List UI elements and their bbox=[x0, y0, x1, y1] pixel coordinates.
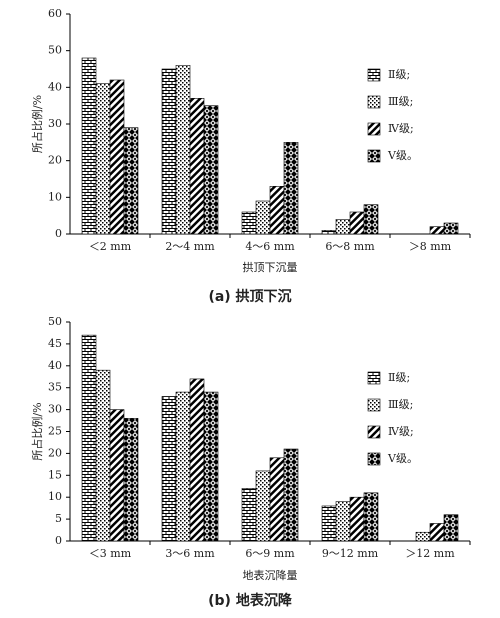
legend-swatch bbox=[367, 371, 381, 385]
legend-label: Ⅲ级; bbox=[388, 95, 413, 108]
x-tick-label: 3～6 mm bbox=[165, 547, 215, 560]
bar bbox=[95, 83, 111, 235]
bar bbox=[161, 68, 177, 235]
bar bbox=[109, 409, 125, 542]
bar bbox=[123, 418, 139, 542]
bar bbox=[349, 211, 365, 235]
bar bbox=[189, 98, 205, 235]
y-tick-label: 15 bbox=[48, 468, 62, 481]
x-tick-label: 4～6 mm bbox=[245, 240, 295, 253]
y-tick-label: 60 bbox=[48, 7, 62, 20]
y-tick-label: 0 bbox=[55, 534, 62, 547]
legend-label: Ⅱ级; bbox=[388, 68, 410, 81]
legend-label: Ⅴ级。 bbox=[387, 452, 418, 465]
bar bbox=[415, 531, 431, 542]
y-tick-label: 30 bbox=[48, 117, 62, 130]
x-tick-label: 2～4 mm bbox=[165, 240, 215, 253]
bar bbox=[241, 211, 257, 235]
bar bbox=[321, 230, 337, 235]
y-tick-label: 45 bbox=[48, 337, 62, 350]
bar bbox=[81, 57, 97, 235]
y-tick-label: 5 bbox=[55, 512, 62, 525]
bar bbox=[335, 219, 351, 235]
y-tick-label: 50 bbox=[48, 44, 62, 57]
legend-swatch bbox=[367, 122, 381, 136]
bar bbox=[321, 505, 337, 542]
bar bbox=[123, 127, 139, 235]
caption: (b) 地表沉降 bbox=[208, 592, 293, 609]
bar bbox=[203, 105, 219, 235]
y-tick-label: 20 bbox=[48, 446, 62, 459]
legend-swatch bbox=[367, 425, 381, 439]
y-tick-label: 10 bbox=[48, 490, 62, 503]
bar bbox=[109, 79, 125, 235]
legend-swatch bbox=[367, 95, 381, 109]
bar bbox=[283, 142, 299, 235]
legend-label: Ⅴ级。 bbox=[387, 149, 418, 162]
x-axis-label: 拱顶下沉量 bbox=[243, 260, 298, 274]
bar bbox=[335, 501, 351, 542]
y-tick-label: 40 bbox=[48, 359, 62, 372]
x-tick-label: ＜3 mm bbox=[89, 547, 132, 560]
bar bbox=[175, 65, 191, 235]
bar bbox=[255, 470, 271, 542]
bar bbox=[241, 488, 257, 542]
y-axis-label: 所占比例/% bbox=[30, 95, 44, 153]
y-tick-label: 50 bbox=[48, 315, 62, 328]
legend-swatch bbox=[367, 149, 381, 163]
legend-label: Ⅱ级; bbox=[388, 371, 410, 384]
y-tick-label: 10 bbox=[48, 190, 62, 203]
bar bbox=[189, 378, 205, 542]
bar bbox=[269, 457, 285, 542]
bar bbox=[161, 396, 177, 542]
legend-label: Ⅳ级; bbox=[388, 122, 414, 135]
y-tick-label: 20 bbox=[48, 154, 62, 167]
y-tick-label: 35 bbox=[48, 381, 62, 394]
bar bbox=[203, 391, 219, 542]
bar bbox=[81, 334, 97, 542]
bar bbox=[443, 514, 459, 542]
x-tick-label: ＞8 mm bbox=[409, 240, 452, 253]
y-axis-label: 所占比例/% bbox=[30, 402, 44, 460]
y-tick-label: 0 bbox=[55, 227, 62, 240]
bar bbox=[283, 448, 299, 542]
bar bbox=[429, 523, 445, 542]
bar bbox=[175, 391, 191, 542]
caption: (a) 拱顶下沉 bbox=[208, 288, 291, 305]
y-tick-label: 25 bbox=[48, 425, 62, 438]
bar bbox=[443, 222, 459, 235]
legend-swatch bbox=[367, 68, 381, 82]
x-tick-label: 6～8 mm bbox=[325, 240, 375, 253]
bar bbox=[269, 186, 285, 235]
bar bbox=[429, 226, 445, 235]
y-tick-label: 30 bbox=[48, 403, 62, 416]
x-tick-label: ＜2 mm bbox=[89, 240, 132, 253]
bar bbox=[349, 496, 365, 542]
legend-swatch bbox=[367, 452, 381, 466]
bar bbox=[95, 369, 111, 542]
legend-label: Ⅳ级; bbox=[388, 425, 414, 438]
x-tick-label: 6～9 mm bbox=[245, 547, 295, 560]
bar bbox=[363, 204, 379, 235]
x-tick-label: ＞12 mm bbox=[405, 547, 455, 560]
y-tick-label: 40 bbox=[48, 80, 62, 93]
bar bbox=[255, 200, 271, 235]
legend-swatch bbox=[367, 398, 381, 412]
x-axis-label: 地表沉降量 bbox=[243, 568, 298, 582]
x-tick-label: 9～12 mm bbox=[322, 547, 379, 560]
bar bbox=[363, 492, 379, 542]
legend-label: Ⅲ级; bbox=[388, 398, 413, 411]
